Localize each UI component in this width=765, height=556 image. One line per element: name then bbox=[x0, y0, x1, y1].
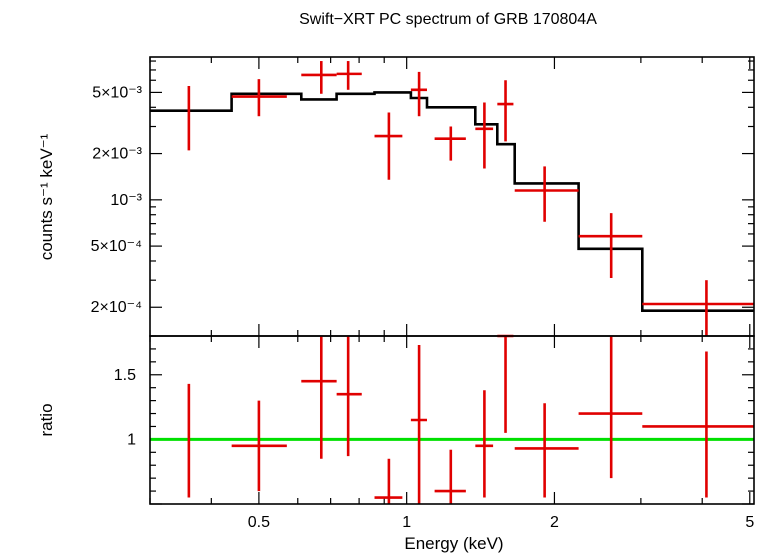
ratio-data-point bbox=[336, 336, 362, 457]
spectrum-data-point bbox=[336, 61, 362, 90]
spectrum-data-point bbox=[497, 80, 514, 142]
ratio-data-point bbox=[497, 334, 514, 433]
ratio-data-point bbox=[231, 400, 287, 492]
x-tick-label: 5 bbox=[745, 514, 754, 531]
ratio-data-point bbox=[301, 336, 337, 459]
spectrum-data-point bbox=[231, 79, 287, 117]
ratio-data-point bbox=[410, 345, 427, 504]
spectrum-panel: 5×10⁻³ 2×10⁻³ 10⁻³ 5×10⁻⁴ 2×10⁻⁴ counts s⁻¹ … bbox=[37, 56, 755, 337]
ratio-panel-frame bbox=[149, 335, 755, 505]
x-tick-label: 1 bbox=[402, 514, 411, 531]
spectrum-panel-frame bbox=[149, 56, 755, 337]
x-tick-label: 0.5 bbox=[248, 514, 270, 531]
spectrum-data-point bbox=[514, 166, 579, 222]
spectrum-data-point bbox=[578, 213, 643, 278]
ratio-data-point bbox=[374, 458, 403, 504]
spectrum-data-point bbox=[434, 126, 466, 161]
y-tick-label: 1.5 bbox=[114, 367, 136, 384]
y-tick-label: 5×10⁻³ bbox=[92, 84, 142, 101]
spectrum-data-point bbox=[374, 112, 403, 180]
y-tick-label: 2×10⁻⁴ bbox=[91, 299, 142, 316]
x-axis-label: Energy (keV) bbox=[404, 534, 503, 553]
spectrum-data-point bbox=[301, 61, 337, 94]
ratio-panel: 0.5 1 2 5 1.5 1 ratio Energy (keV) bbox=[37, 334, 755, 553]
chart-title: Swift−XRT PC spectrum of GRB 170804A bbox=[299, 11, 597, 28]
y-tick-label: 2×10⁻³ bbox=[92, 146, 142, 163]
model-step-line bbox=[150, 91, 754, 312]
ratio-y-axis-label: ratio bbox=[37, 403, 56, 436]
spectrum-data-point bbox=[475, 102, 494, 169]
x-tick-label: 2 bbox=[550, 514, 559, 531]
ratio-data-point bbox=[434, 449, 466, 504]
y-tick-label: 10⁻³ bbox=[110, 192, 142, 209]
spectrum-data-point bbox=[642, 280, 754, 336]
ratio-data-point bbox=[514, 403, 579, 498]
ratio-data-point bbox=[578, 336, 643, 479]
spectrum-y-axis-label: counts s⁻¹ keV⁻¹ bbox=[37, 133, 56, 260]
spectrum-data-point bbox=[410, 71, 427, 117]
y-tick-label: 1 bbox=[127, 431, 136, 448]
y-tick-label: 5×10⁻⁴ bbox=[91, 238, 142, 255]
ratio-data-point bbox=[475, 390, 494, 498]
ratio-data-point bbox=[642, 351, 754, 498]
